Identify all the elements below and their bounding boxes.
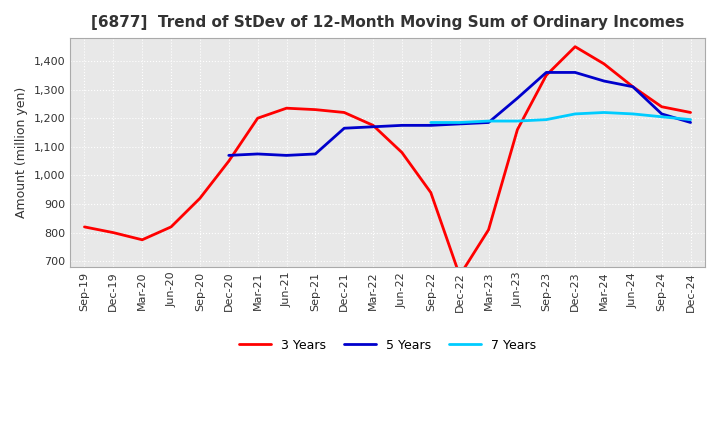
7 Years xyxy=(455,120,464,125)
3 Years xyxy=(138,237,146,242)
7 Years xyxy=(686,117,695,122)
3 Years xyxy=(253,116,262,121)
Y-axis label: Amount (million yen): Amount (million yen) xyxy=(15,87,28,218)
5 Years xyxy=(513,95,522,101)
3 Years xyxy=(80,224,89,230)
3 Years xyxy=(109,230,117,235)
5 Years xyxy=(225,153,233,158)
3 Years xyxy=(571,44,580,49)
3 Years xyxy=(657,104,666,110)
3 Years xyxy=(397,150,406,155)
7 Years xyxy=(571,111,580,117)
Line: 5 Years: 5 Years xyxy=(229,73,690,155)
5 Years xyxy=(369,124,377,129)
3 Years xyxy=(167,224,176,230)
5 Years xyxy=(686,120,695,125)
3 Years xyxy=(686,110,695,115)
7 Years xyxy=(600,110,608,115)
5 Years xyxy=(571,70,580,75)
5 Years xyxy=(282,153,291,158)
7 Years xyxy=(629,111,637,117)
3 Years xyxy=(455,273,464,278)
3 Years xyxy=(426,190,435,195)
5 Years xyxy=(311,151,320,157)
3 Years xyxy=(600,61,608,66)
7 Years xyxy=(513,118,522,124)
5 Years xyxy=(397,123,406,128)
5 Years xyxy=(600,78,608,84)
Legend: 3 Years, 5 Years, 7 Years: 3 Years, 5 Years, 7 Years xyxy=(234,334,541,357)
5 Years xyxy=(657,111,666,117)
7 Years xyxy=(657,114,666,119)
3 Years xyxy=(282,106,291,111)
5 Years xyxy=(542,70,551,75)
7 Years xyxy=(542,117,551,122)
Line: 7 Years: 7 Years xyxy=(431,113,690,122)
5 Years xyxy=(426,123,435,128)
Line: 3 Years: 3 Years xyxy=(84,47,690,275)
5 Years xyxy=(485,120,493,125)
3 Years xyxy=(340,110,348,115)
5 Years xyxy=(455,121,464,127)
3 Years xyxy=(629,84,637,89)
3 Years xyxy=(542,73,551,78)
7 Years xyxy=(485,118,493,124)
3 Years xyxy=(311,107,320,112)
Title: [6877]  Trend of StDev of 12-Month Moving Sum of Ordinary Incomes: [6877] Trend of StDev of 12-Month Moving… xyxy=(91,15,684,30)
3 Years xyxy=(369,123,377,128)
5 Years xyxy=(629,84,637,89)
3 Years xyxy=(225,158,233,164)
5 Years xyxy=(340,125,348,131)
3 Years xyxy=(485,227,493,232)
5 Years xyxy=(253,151,262,157)
3 Years xyxy=(513,127,522,132)
3 Years xyxy=(196,196,204,201)
7 Years xyxy=(426,120,435,125)
